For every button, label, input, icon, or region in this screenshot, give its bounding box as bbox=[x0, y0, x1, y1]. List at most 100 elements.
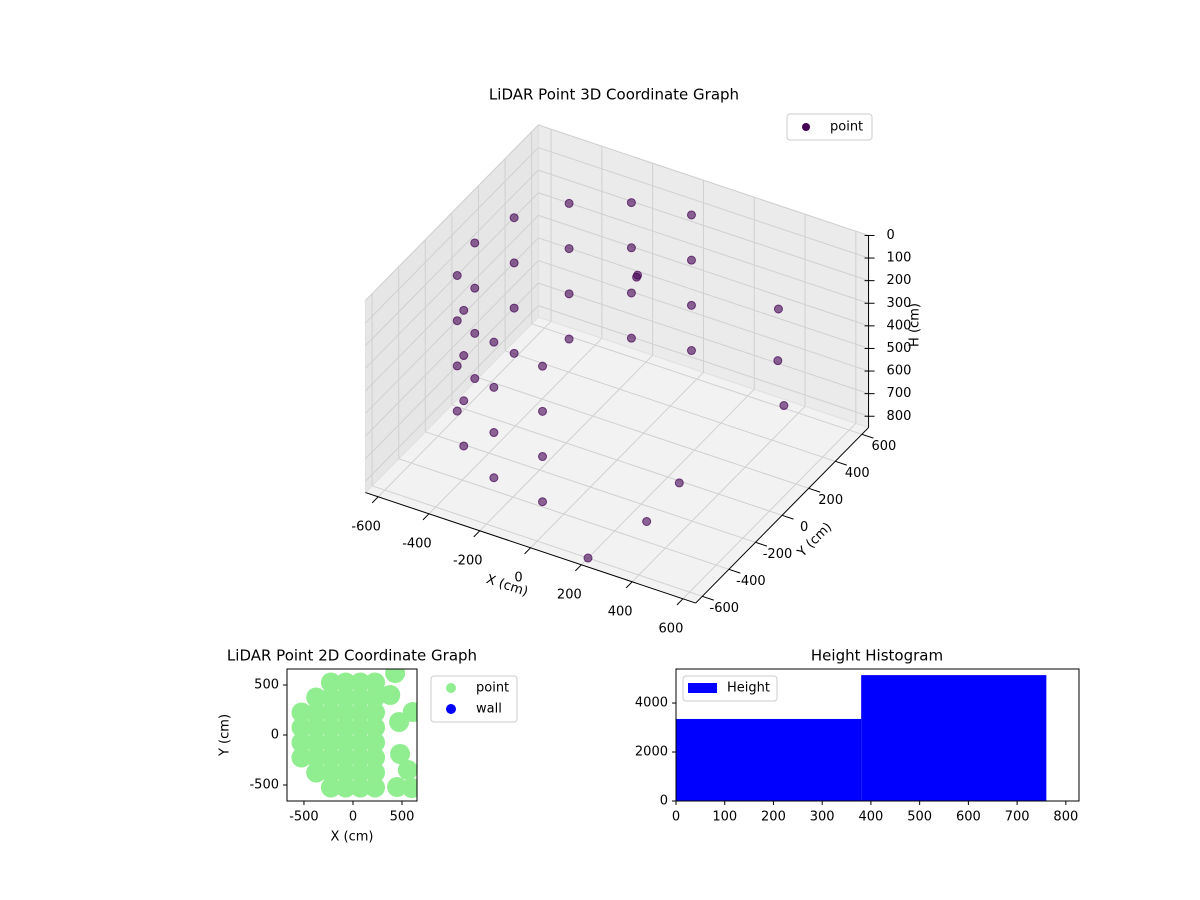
data-point bbox=[306, 747, 327, 768]
data-point bbox=[350, 687, 371, 708]
data-point bbox=[686, 255, 696, 265]
data-point bbox=[365, 762, 386, 783]
data-point bbox=[385, 669, 406, 683]
grid-line bbox=[538, 305, 869, 417]
data-point bbox=[350, 702, 371, 723]
legend-box bbox=[430, 675, 518, 723]
y-tick-label: 0 bbox=[271, 728, 279, 743]
data-point bbox=[489, 337, 499, 347]
data-point bbox=[365, 732, 386, 753]
grid-line bbox=[365, 124, 539, 301]
data-point bbox=[350, 747, 371, 768]
data-point bbox=[350, 672, 371, 693]
grid-line bbox=[451, 404, 783, 516]
data-point bbox=[773, 356, 783, 366]
x-tick-label: -600 bbox=[351, 519, 381, 534]
data-point bbox=[335, 777, 356, 798]
y-tick-label: -400 bbox=[736, 574, 766, 589]
grid-line bbox=[478, 377, 809, 489]
x-tick-label: 500 bbox=[390, 810, 415, 825]
grid-line bbox=[365, 260, 539, 437]
grid-line bbox=[365, 147, 539, 324]
data-point bbox=[389, 712, 410, 732]
data-point bbox=[459, 305, 469, 315]
z-tick-label: 200 bbox=[887, 273, 912, 288]
data-point bbox=[452, 406, 462, 416]
tick-mark bbox=[524, 547, 531, 555]
x-tick-label: 800 bbox=[1053, 810, 1078, 825]
chart-title: LiDAR Point 2D Coordinate Graph bbox=[227, 647, 477, 665]
y-tick-label: -500 bbox=[249, 778, 279, 793]
data-point bbox=[470, 283, 480, 293]
data-point bbox=[365, 717, 386, 738]
x-tick-label: 500 bbox=[907, 810, 932, 825]
data-point bbox=[459, 396, 469, 406]
z-tick-label: 400 bbox=[887, 318, 912, 333]
z-tick-label: 100 bbox=[887, 251, 912, 266]
data-point bbox=[564, 198, 574, 208]
data-point bbox=[538, 406, 548, 416]
legend-box bbox=[682, 675, 778, 702]
grid-line bbox=[365, 282, 539, 460]
data-point bbox=[538, 361, 548, 371]
data-point bbox=[335, 687, 356, 708]
legend-label: wall bbox=[476, 702, 502, 717]
grid-line bbox=[425, 431, 756, 543]
data-point bbox=[320, 687, 341, 708]
data-point bbox=[489, 382, 499, 392]
data-point bbox=[686, 346, 696, 356]
tick-mark bbox=[835, 460, 847, 466]
data-point bbox=[335, 762, 356, 783]
data-point bbox=[335, 717, 356, 738]
tick-mark bbox=[422, 513, 430, 521]
y-axis-label: Y (cm) bbox=[218, 714, 233, 757]
z-tick-label: 800 bbox=[887, 409, 912, 424]
x-tick-label: -400 bbox=[402, 536, 432, 551]
grid-line bbox=[538, 260, 869, 372]
grid-line bbox=[538, 169, 869, 282]
tick-mark bbox=[861, 433, 874, 439]
data-point bbox=[387, 777, 408, 797]
y-axis-line bbox=[695, 427, 869, 604]
x-tick-label: 100 bbox=[712, 810, 737, 825]
data-point bbox=[365, 702, 386, 723]
data-point bbox=[583, 553, 593, 563]
x-tick-label: 0 bbox=[514, 570, 522, 585]
tick-mark bbox=[676, 598, 684, 606]
data-point bbox=[626, 243, 636, 253]
z-tick-label: 300 bbox=[887, 296, 912, 311]
data-point bbox=[320, 762, 341, 783]
y-tick-label: -600 bbox=[710, 601, 740, 616]
data-point bbox=[509, 258, 519, 268]
data-point bbox=[291, 702, 312, 723]
data-point bbox=[564, 244, 574, 254]
tick-mark bbox=[625, 581, 633, 589]
z-tick-label: 500 bbox=[887, 341, 912, 356]
data-point bbox=[686, 210, 696, 220]
grid-line bbox=[538, 192, 869, 304]
grid-line bbox=[538, 237, 869, 349]
chart-title: LiDAR Point 3D Coordinate Graph bbox=[489, 86, 739, 104]
legend-label: point bbox=[476, 681, 509, 696]
data-point bbox=[335, 732, 356, 753]
x-tick-label: 0 bbox=[672, 810, 680, 825]
legend-marker bbox=[802, 123, 810, 131]
y-tick-label: 2000 bbox=[635, 745, 668, 760]
data-point bbox=[291, 717, 312, 738]
data-point bbox=[470, 328, 480, 338]
legend-swatch bbox=[688, 683, 717, 693]
grid-line bbox=[371, 485, 703, 597]
data-point bbox=[306, 702, 327, 723]
x-tick-label: 300 bbox=[810, 810, 835, 825]
legend-label: point bbox=[830, 120, 863, 135]
bar bbox=[676, 718, 862, 801]
x-tick-label: 400 bbox=[608, 604, 633, 619]
data-point bbox=[538, 497, 548, 507]
data-point bbox=[626, 198, 636, 208]
z-axis-label: H (cm) bbox=[908, 303, 923, 347]
data-point bbox=[365, 687, 386, 708]
data-point bbox=[350, 762, 371, 783]
data-point bbox=[564, 289, 574, 299]
x-tick-label: -200 bbox=[453, 553, 483, 568]
